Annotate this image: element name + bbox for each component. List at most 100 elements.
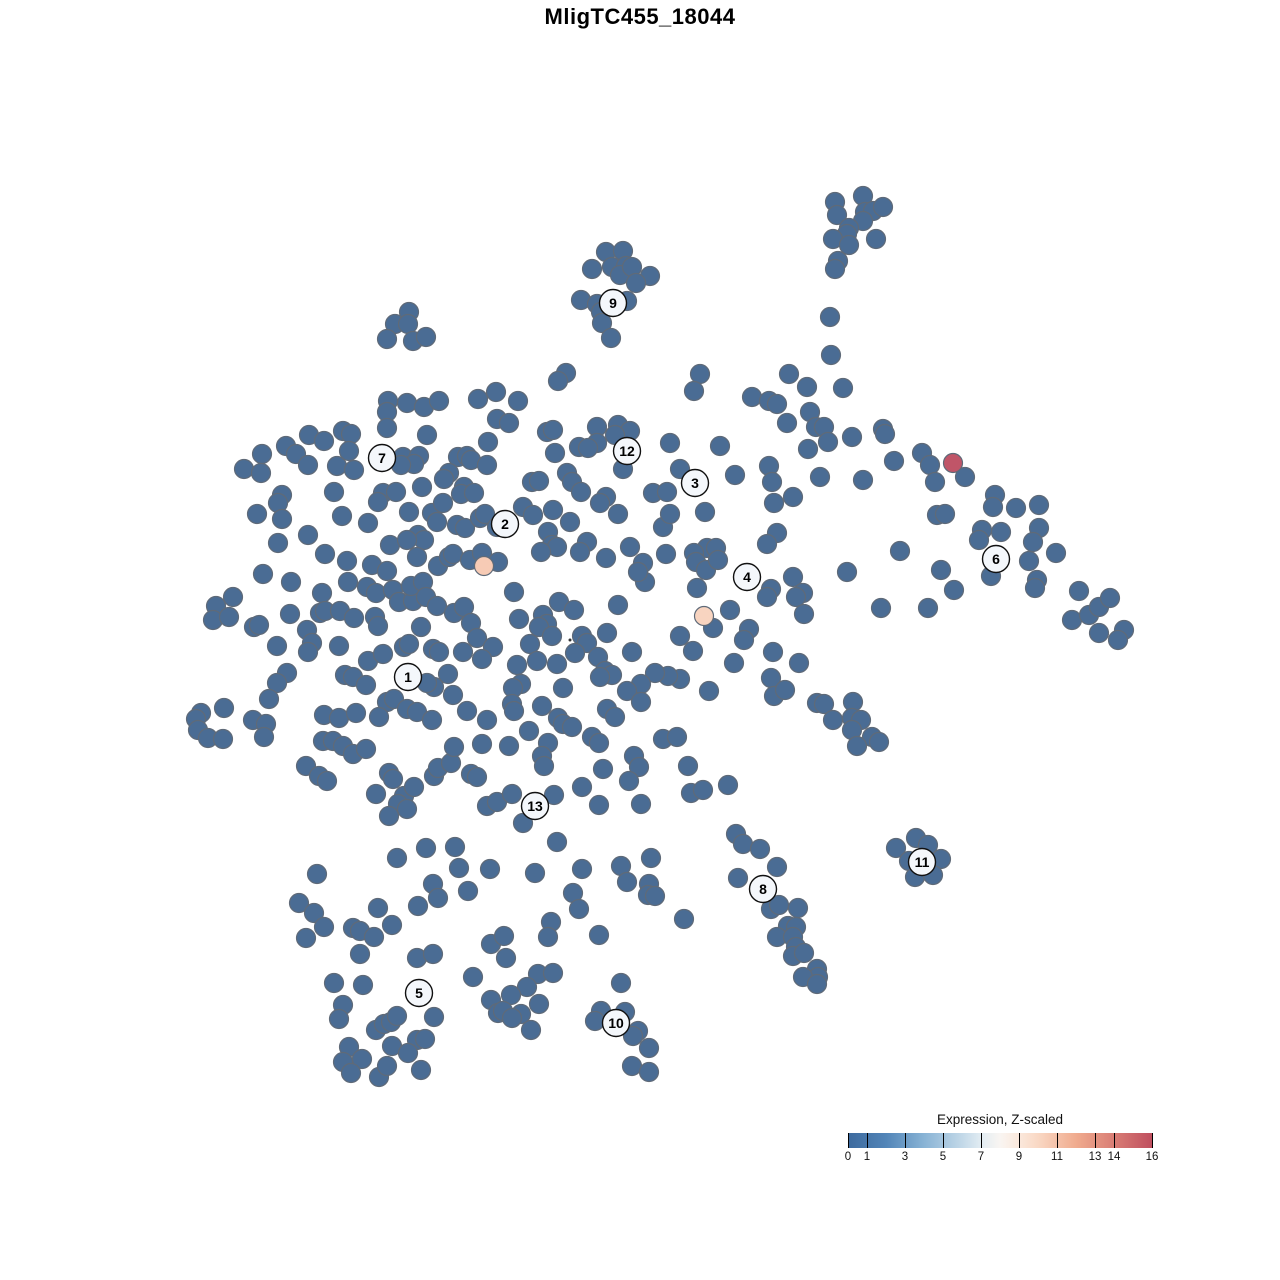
data-point bbox=[432, 492, 454, 514]
highlighted-data-point bbox=[473, 555, 495, 577]
data-point bbox=[577, 437, 599, 459]
data-point bbox=[506, 654, 528, 676]
data-point bbox=[365, 783, 387, 805]
data-point bbox=[396, 392, 418, 414]
data-point bbox=[323, 481, 345, 503]
data-point bbox=[883, 450, 905, 472]
data-point bbox=[471, 733, 493, 755]
data-point bbox=[797, 438, 819, 460]
data-point bbox=[749, 838, 771, 860]
data-point bbox=[763, 492, 785, 514]
data-point bbox=[343, 459, 365, 481]
data-point bbox=[870, 597, 892, 619]
legend-tick-label: 1 bbox=[863, 1151, 871, 1163]
data-point bbox=[543, 784, 565, 806]
expression-legend: Expression, Z-scaled 0 1 3 5 7 9 11 13 14 16 bbox=[845, 1112, 1159, 1168]
data-point bbox=[379, 534, 401, 556]
cluster-label: 2 bbox=[490, 509, 520, 539]
data-point bbox=[569, 541, 591, 563]
legend-tick-label: 16 bbox=[1145, 1151, 1159, 1163]
data-point bbox=[498, 412, 520, 434]
data-point bbox=[836, 561, 858, 583]
data-point bbox=[338, 440, 360, 462]
legend-title: Expression, Z-scaled bbox=[936, 1112, 1064, 1127]
data-point bbox=[563, 599, 585, 621]
data-point bbox=[266, 635, 288, 657]
data-point bbox=[1068, 580, 1090, 602]
data-point bbox=[385, 481, 407, 503]
data-point bbox=[520, 1019, 542, 1041]
data-point bbox=[415, 837, 437, 859]
data-point bbox=[793, 603, 815, 625]
data-point bbox=[403, 776, 425, 798]
legend-tick bbox=[1056, 1133, 1058, 1148]
data-point bbox=[503, 581, 525, 603]
data-point bbox=[452, 641, 474, 663]
legend-tick bbox=[847, 1133, 849, 1148]
data-point bbox=[638, 1061, 660, 1083]
data-point bbox=[919, 454, 941, 476]
data-point bbox=[756, 533, 778, 555]
data-point bbox=[495, 947, 517, 969]
data-point bbox=[694, 501, 716, 523]
data-point bbox=[761, 471, 783, 493]
data-point bbox=[542, 962, 564, 984]
data-point bbox=[1107, 629, 1129, 651]
data-point bbox=[246, 503, 268, 525]
data-point bbox=[591, 312, 613, 334]
data-point bbox=[806, 973, 828, 995]
data-point bbox=[809, 466, 831, 488]
data-point bbox=[397, 1042, 419, 1064]
data-point bbox=[874, 423, 896, 445]
data-point bbox=[930, 559, 952, 581]
data-point bbox=[982, 496, 1004, 518]
data-point bbox=[528, 470, 550, 492]
data-point bbox=[530, 541, 552, 563]
data-point bbox=[568, 898, 590, 920]
data-point bbox=[456, 700, 478, 722]
data-point bbox=[528, 993, 550, 1015]
data-point bbox=[852, 469, 874, 491]
data-point bbox=[822, 709, 844, 731]
cluster-label: 4 bbox=[732, 562, 762, 592]
data-point bbox=[600, 327, 622, 349]
data-point bbox=[316, 770, 338, 792]
data-point bbox=[673, 908, 695, 930]
data-point bbox=[222, 586, 244, 608]
data-point bbox=[571, 858, 593, 880]
data-point bbox=[516, 976, 538, 998]
cluster-label: 12 bbox=[612, 436, 642, 466]
legend-tick bbox=[866, 1133, 868, 1148]
data-point bbox=[501, 783, 523, 805]
data-point bbox=[813, 693, 835, 715]
data-point bbox=[396, 529, 418, 551]
data-point bbox=[733, 629, 755, 651]
data-point bbox=[990, 521, 1012, 543]
data-point bbox=[410, 616, 432, 638]
data-point bbox=[559, 511, 581, 533]
data-point bbox=[707, 549, 729, 571]
data-point bbox=[1088, 622, 1110, 644]
data-point bbox=[266, 672, 288, 694]
data-point bbox=[924, 471, 946, 493]
data-point bbox=[741, 386, 763, 408]
legend-tick bbox=[980, 1133, 982, 1148]
data-point bbox=[411, 476, 433, 498]
cluster-label: 3 bbox=[680, 468, 710, 498]
data-point bbox=[443, 736, 465, 758]
data-point bbox=[279, 603, 301, 625]
cluster-label: 11 bbox=[907, 847, 937, 877]
data-point bbox=[467, 388, 489, 410]
data-point bbox=[349, 943, 371, 965]
data-point bbox=[343, 607, 365, 629]
cluster-label-number: 13 bbox=[527, 798, 543, 814]
data-point bbox=[542, 419, 564, 441]
data-point bbox=[1024, 577, 1046, 599]
cluster-label-number: 4 bbox=[743, 569, 751, 585]
data-point bbox=[885, 837, 907, 859]
data-point bbox=[588, 794, 610, 816]
data-point bbox=[656, 481, 678, 503]
data-point bbox=[621, 641, 643, 663]
data-point bbox=[426, 595, 448, 617]
